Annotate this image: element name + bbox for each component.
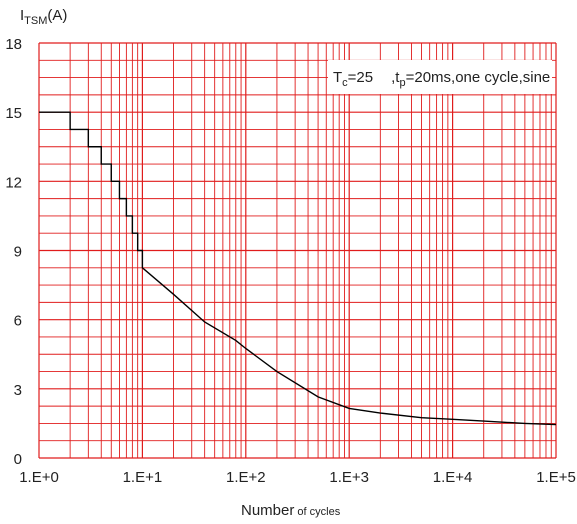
- x-axis-label: Number of cycles: [241, 502, 341, 519]
- series: [39, 111, 557, 426]
- annotation-text: Tc=25 ,tp=20ms,one cycle,sine: [333, 69, 550, 89]
- x-tick-label: 1.E+3: [329, 469, 369, 486]
- x-tick-label: 1.E+1: [123, 469, 163, 486]
- y-tick-label: 0: [14, 451, 22, 468]
- y-tick-label: 12: [5, 174, 22, 191]
- x-tick-label: 1.E+5: [536, 469, 576, 486]
- series-line: [39, 111, 557, 426]
- tick-labels: 1.E+0 1.E+1 1.E+2 1.E+3 1.E+4 1.E+5 0 3 6 9 12 15 18: [5, 36, 576, 486]
- x-tick-label: 1.E+0: [19, 469, 59, 486]
- x-tick-label: 1.E+2: [226, 469, 266, 486]
- annotation-box: [328, 60, 552, 94]
- y-tick-label: 6: [14, 313, 22, 330]
- x-tick-label: 1.E+4: [433, 469, 473, 486]
- y-tick-label: 15: [5, 105, 22, 122]
- y-axis-label: ITSM(A): [20, 7, 67, 27]
- y-tick-label: 9: [14, 244, 22, 261]
- y-tick-label: 18: [5, 36, 22, 53]
- y-tick-label: 3: [14, 382, 22, 399]
